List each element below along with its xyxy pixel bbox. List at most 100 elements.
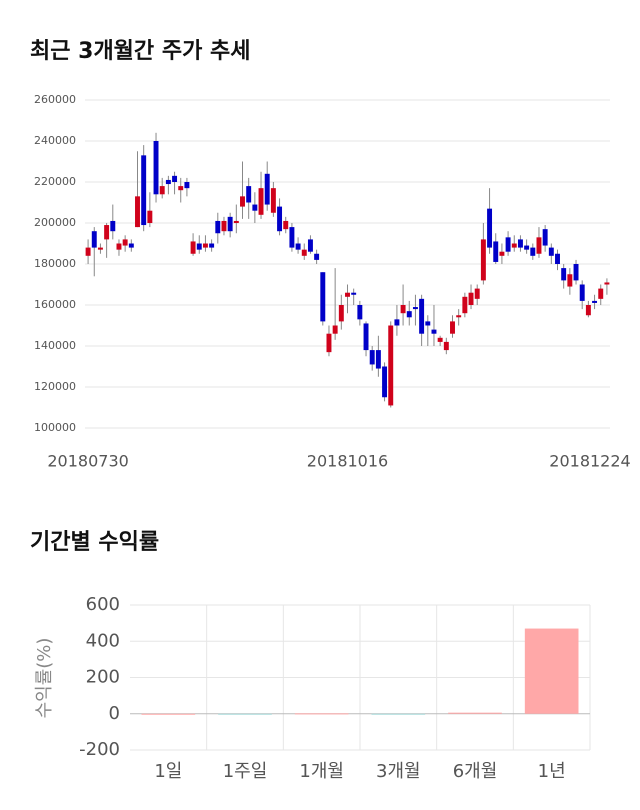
candle-body xyxy=(480,239,486,281)
candle-body xyxy=(184,182,190,189)
candle-body xyxy=(165,179,171,185)
candle-body xyxy=(499,251,505,256)
candle-body xyxy=(215,220,221,234)
candle-body xyxy=(604,282,610,285)
candle-body xyxy=(227,216,233,232)
y-tick-label: -200 xyxy=(79,739,120,760)
candle-body xyxy=(585,305,591,316)
candle-body xyxy=(394,319,400,326)
candle-body xyxy=(598,288,604,299)
candle-body xyxy=(190,241,196,254)
candle-body xyxy=(431,329,437,334)
candle-body xyxy=(221,220,227,232)
candle-body xyxy=(128,243,134,248)
candle-body xyxy=(505,237,511,252)
candle-body xyxy=(277,206,283,232)
candle-body xyxy=(295,243,301,250)
candle-body xyxy=(406,311,412,318)
x-tick-label: 20181224 xyxy=(549,452,630,471)
candle-body xyxy=(548,247,554,256)
candle-body xyxy=(425,321,431,326)
candle-body xyxy=(382,366,388,398)
candle-body xyxy=(468,292,474,305)
y-tick-label: 180000 xyxy=(34,257,76,270)
candle-body xyxy=(536,237,542,254)
candle-body xyxy=(474,288,480,299)
candle-body xyxy=(122,239,128,246)
candle-body xyxy=(202,243,208,248)
bar xyxy=(524,628,579,714)
candle-body xyxy=(116,243,122,250)
candle-body xyxy=(462,296,468,314)
bar xyxy=(141,713,196,715)
candle-body xyxy=(555,253,560,264)
candle-body xyxy=(264,173,270,205)
candle-body xyxy=(289,227,295,248)
candle-body xyxy=(258,188,264,215)
y-tick-label: 240000 xyxy=(34,134,76,147)
chart-title: 기간별 수익률 xyxy=(30,530,159,555)
bar xyxy=(294,713,349,715)
candle-body xyxy=(135,196,140,228)
candle-body xyxy=(369,350,375,365)
candle-body xyxy=(357,305,363,320)
candle-body xyxy=(104,225,110,240)
y-tick-label: 140000 xyxy=(34,339,76,352)
candle-body xyxy=(85,247,91,256)
x-tick-label: 20181016 xyxy=(307,452,388,471)
candle-body xyxy=(159,186,165,195)
candle-body xyxy=(153,141,159,195)
candle-body xyxy=(579,284,585,301)
y-tick-label: 200000 xyxy=(34,216,76,229)
x-tick-label: 1개월 xyxy=(299,761,344,782)
candle-body xyxy=(338,305,344,322)
candle-body xyxy=(530,247,536,256)
candle-body xyxy=(320,272,326,322)
candle-body xyxy=(412,307,418,310)
candle-body xyxy=(270,188,276,213)
candle-body xyxy=(314,253,320,260)
x-tick-label: 1주일 xyxy=(223,761,268,782)
x-tick-label: 1년 xyxy=(538,761,566,782)
y-tick-label: 100000 xyxy=(34,421,76,434)
candle-body xyxy=(443,341,449,351)
candle-body xyxy=(141,155,147,226)
y-tick-label: 400 xyxy=(86,630,120,651)
candle-body xyxy=(147,210,153,223)
chart-title: 최근 3개월간 주가 추세 xyxy=(30,39,250,64)
candle-body xyxy=(196,243,202,250)
candle-body xyxy=(307,239,313,252)
candle-body xyxy=(561,268,567,281)
candle-body xyxy=(567,274,573,287)
candle-body xyxy=(517,239,523,248)
candle-body xyxy=(493,241,499,262)
candle-body xyxy=(542,229,548,246)
x-tick-label: 20180730 xyxy=(47,452,128,471)
candle-body xyxy=(400,305,406,314)
x-tick-label: 6개월 xyxy=(453,761,498,782)
y-tick-label: 160000 xyxy=(34,298,76,311)
y-tick-label: 600 xyxy=(86,594,120,615)
candle-body xyxy=(240,196,245,207)
candle-body xyxy=(511,243,517,248)
bar xyxy=(448,712,502,714)
y-tick-label: 0 xyxy=(109,703,120,724)
candle-body xyxy=(351,292,357,295)
candle-body xyxy=(524,245,530,250)
y-tick-label: 220000 xyxy=(34,175,76,188)
candle-body xyxy=(172,175,178,182)
candle-body xyxy=(592,300,598,303)
bar xyxy=(371,713,426,715)
candle-body xyxy=(437,337,443,342)
candle-body xyxy=(388,325,394,406)
y-tick-label: 260000 xyxy=(34,93,76,106)
candle-body xyxy=(301,249,307,256)
candle-body xyxy=(363,323,369,351)
candle-body xyxy=(178,186,184,191)
y-tick-label: 200 xyxy=(86,667,120,688)
x-tick-label: 1일 xyxy=(154,761,182,782)
candle-body xyxy=(252,204,258,211)
candle-body xyxy=(419,298,425,334)
candle-body xyxy=(375,350,381,369)
